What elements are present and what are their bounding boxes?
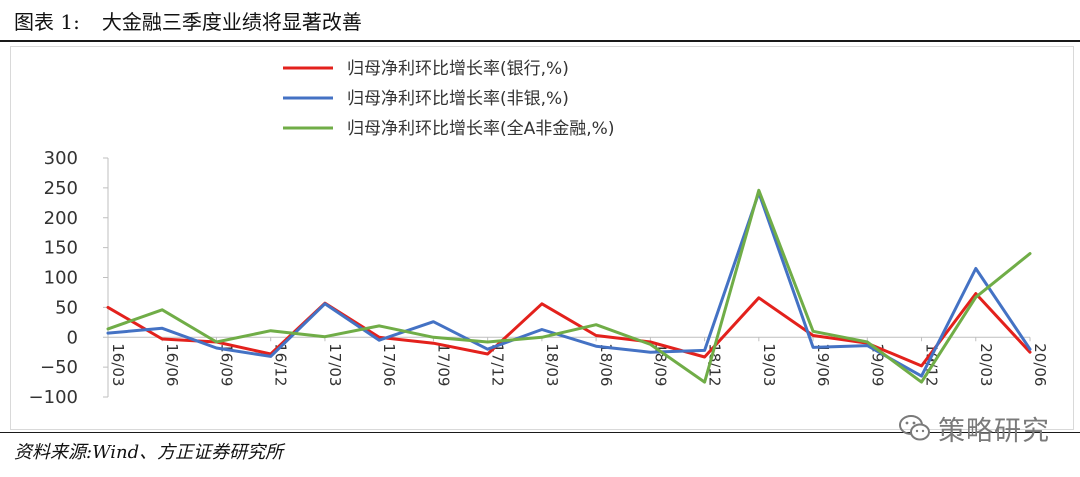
legend-item-1: 归母净利环比增长率(银行,%) — [283, 59, 569, 79]
x-tick-label: 16/09 — [217, 343, 235, 386]
watermark: 策略研究 — [898, 408, 1058, 448]
legend-item-2: 归母净利环比增长率(非银,%) — [283, 89, 569, 109]
x-tick-label: 20/03 — [977, 343, 995, 386]
y-tick-label: −50 — [40, 357, 78, 378]
series-line-2 — [106, 191, 1032, 378]
y-tick-label: 50 — [55, 297, 78, 318]
legend-label: 归母净利环比增长率(全A非金融,%) — [347, 119, 614, 139]
x-tick-label: 17/12 — [489, 343, 507, 386]
source-note: 资料来源:Wind、方正证券研究所 — [14, 442, 284, 463]
x-tick-label: 16/12 — [272, 343, 290, 386]
x-tick-label: 19/06 — [814, 343, 832, 386]
chart-frame — [10, 46, 1074, 430]
watermark-text: 策略研究 — [938, 415, 1050, 447]
x-tick-label: 17/03 — [326, 343, 344, 386]
x-tick-label: 18/03 — [543, 343, 561, 386]
legend-label: 归母净利环比增长率(银行,%) — [347, 59, 569, 79]
y-tick-label: −100 — [29, 387, 78, 408]
y-tick-label: 250 — [44, 178, 78, 199]
figure-title-text: 大金融三季度业绩将显著改善 — [101, 10, 362, 34]
x-tick-label: 20/06 — [1031, 343, 1049, 386]
chart-legend: 归母净利环比增长率(银行,%) 归母净利环比增长率(非银,%) 归母净利环比增长率(… — [283, 59, 614, 139]
series-line-3 — [106, 188, 1032, 384]
chart-series — [106, 188, 1032, 384]
y-tick-label: 200 — [44, 208, 78, 229]
x-tick-label: 19/03 — [760, 343, 778, 386]
x-tick-label: 16/03 — [109, 343, 127, 386]
wechat-icon — [899, 415, 930, 441]
top-rule — [0, 40, 1080, 42]
x-tick-label: 17/09 — [434, 343, 452, 386]
legend-item-3: 归母净利环比增长率(全A非金融,%) — [283, 119, 614, 139]
chart-axes: 300 250 200 150 100 50 0 −50 −100 16/03 16/06 16/09… — [29, 148, 1049, 408]
x-tick-label: 18/06 — [597, 343, 615, 386]
y-tick-label: 100 — [44, 268, 78, 289]
y-tick-label: 0 — [67, 327, 78, 348]
y-tick-label: 300 — [44, 148, 78, 169]
figure-header: 图表 1: 大金融三季度业绩将显著改善 — [0, 0, 1080, 42]
x-tick-label: 18/12 — [706, 343, 724, 386]
figure-title: 图表 1: 大金融三季度业绩将显著改善 — [14, 6, 362, 35]
legend-label: 归母净利环比增长率(非银,%) — [347, 89, 569, 109]
x-tick-label: 16/06 — [163, 343, 181, 386]
y-tick-label: 150 — [44, 238, 78, 259]
bottom-rule — [0, 432, 1080, 433]
figure-label: 图表 1: — [14, 10, 80, 34]
x-tick-label: 17/06 — [380, 343, 398, 386]
